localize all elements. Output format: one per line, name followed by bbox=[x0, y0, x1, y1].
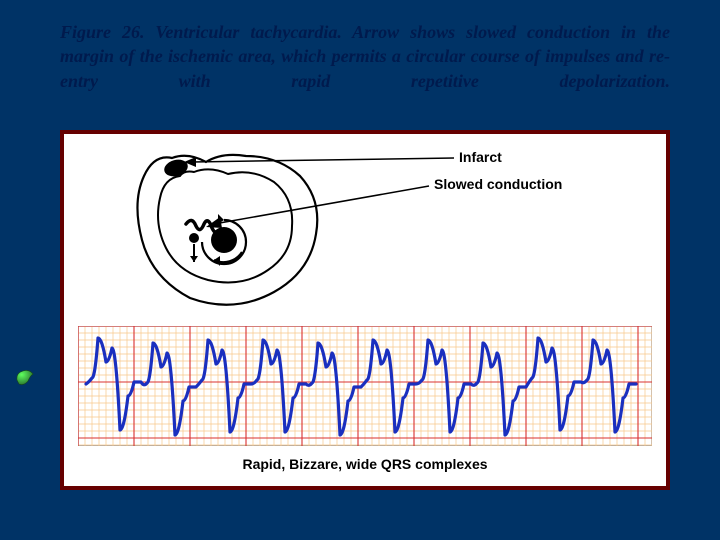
heart-diagram-area: Infarct Slowed conduction bbox=[64, 134, 666, 314]
figure-caption: Figure 26. Ventricular tachycardia. Arro… bbox=[60, 20, 670, 93]
label-infarct: Infarct bbox=[459, 149, 502, 165]
ecg-caption: Rapid, Bizzare, wide QRS complexes bbox=[64, 456, 666, 472]
slide-bullet-icon bbox=[14, 366, 36, 388]
label-slowed-conduction: Slowed conduction bbox=[434, 176, 562, 192]
figure-frame: Infarct Slowed conduction Rapid, Bizzare… bbox=[60, 130, 670, 490]
arrow-to-infarct bbox=[184, 152, 459, 168]
ecg-strip bbox=[78, 326, 652, 446]
arrow-to-slowed bbox=[204, 182, 432, 232]
